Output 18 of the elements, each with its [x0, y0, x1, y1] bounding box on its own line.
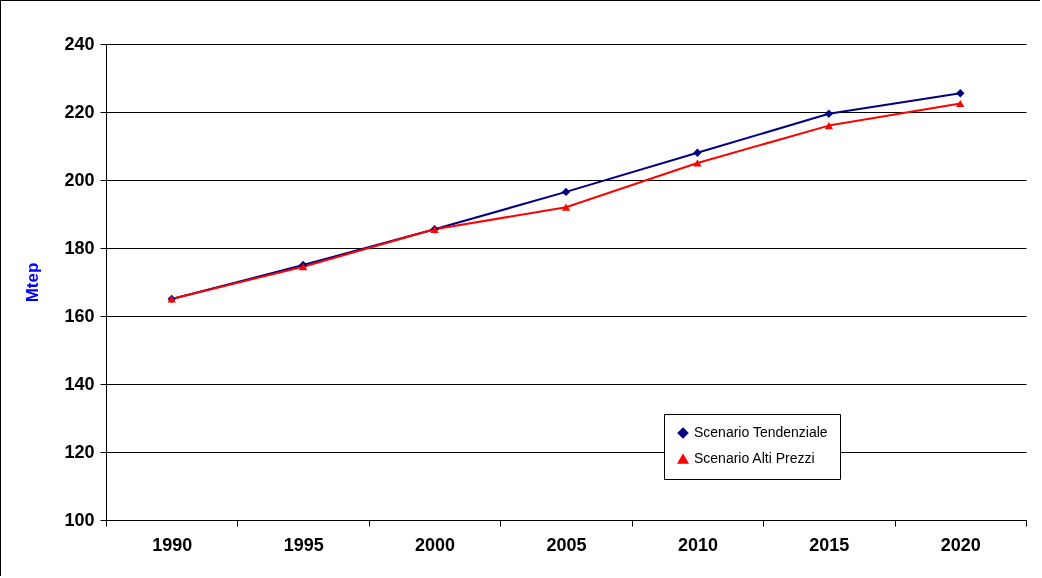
legend-label: Scenario Alti Prezzi	[694, 450, 815, 466]
x-tick-label: 2020	[940, 534, 981, 555]
y-tick-label: 100	[64, 509, 95, 530]
y-tick-label: 200	[64, 169, 95, 190]
x-tick-label: 2015	[809, 534, 850, 555]
y-tick-label: 240	[64, 33, 95, 54]
x-tick-label: 2000	[415, 534, 456, 555]
y-axis-title: Mtep	[23, 262, 43, 303]
y-tick-label: 140	[64, 373, 95, 394]
x-tick-label: 2005	[546, 534, 587, 555]
x-tick-label: 2010	[677, 534, 718, 555]
legend-label: Scenario Tendenziale	[694, 424, 828, 440]
y-tick-label: 120	[64, 441, 95, 462]
y-tick-label: 180	[64, 237, 95, 258]
y-tick-label: 160	[64, 305, 95, 326]
y-tick-label: 220	[64, 101, 95, 122]
x-tick-label: 1990	[152, 534, 193, 555]
x-tick-label: 1995	[283, 534, 324, 555]
